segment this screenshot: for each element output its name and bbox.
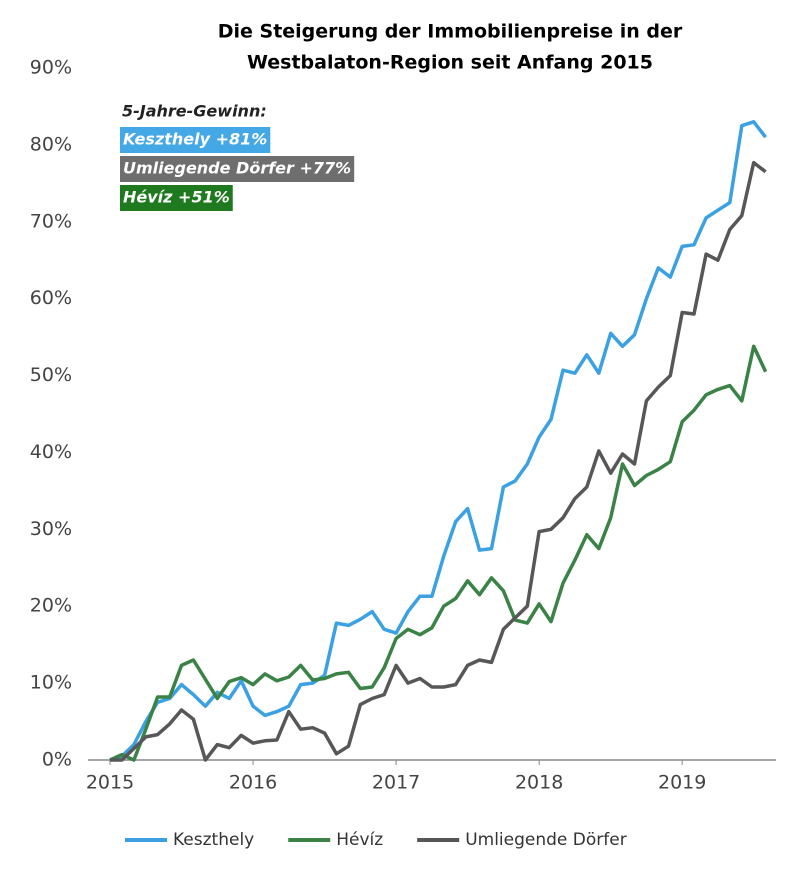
y-tick-label: 90% (30, 57, 72, 79)
series-line (109, 344, 768, 762)
y-tick-label: 30% (30, 518, 72, 540)
x-tick-label: 2018 (515, 772, 563, 794)
x-tick-label: 2016 (229, 772, 277, 794)
y-tick-label: 0% (42, 749, 72, 771)
legend-label: Umliegende Dörfer (465, 830, 627, 850)
y-tick-label: 20% (30, 595, 72, 617)
legend-label: Hévíz (336, 830, 383, 850)
series-line (109, 120, 767, 762)
y-tick-label: 80% (30, 133, 72, 155)
y-tick-label: 50% (30, 364, 72, 386)
chart-title: Westbalaton-Region seit Anfang 2015 (247, 52, 653, 74)
y-tick-label: 70% (30, 210, 72, 232)
x-tick-label: 2019 (658, 772, 706, 794)
x-tick-label: 2015 (86, 772, 134, 794)
legend-label: Keszthely (173, 830, 254, 850)
annotation-text: Keszthely +81% (123, 130, 267, 149)
series-line (110, 160, 767, 762)
annotation-text: Hévíz +51% (123, 188, 230, 207)
y-tick-label: 60% (30, 287, 72, 309)
y-tick-label: 40% (30, 441, 72, 463)
y-tick-label: 10% (30, 672, 72, 694)
annotation-box (120, 127, 271, 153)
x-tick-label: 2017 (372, 772, 420, 794)
annotation-text: Umliegende Dörfer +77% (123, 159, 351, 178)
annotation-box (120, 156, 355, 182)
annotation-heading: 5-Jahre-Gewinn: (122, 102, 267, 121)
annotation-box (120, 185, 233, 211)
chart-title: Die Steigerung der Immobilienpreise in d… (218, 21, 683, 43)
